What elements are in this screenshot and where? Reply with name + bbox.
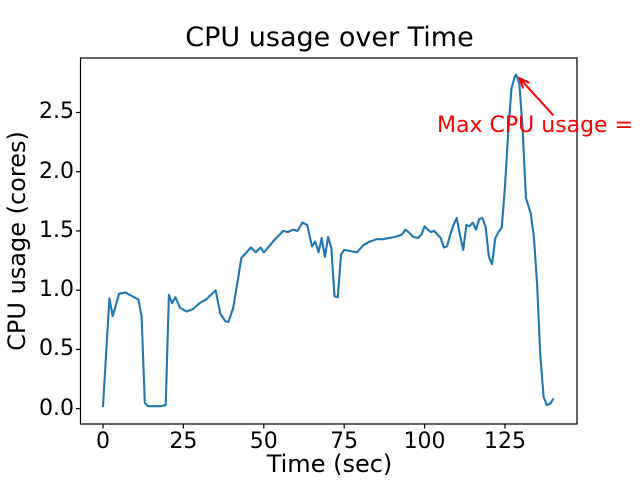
annotation-arrow-shaft [518,77,555,117]
annotation-arrow-head [517,76,530,89]
y-tick-label-3: 1.5 [39,217,74,243]
y-tick-label-2: 1.0 [39,277,74,303]
x-tick-label-2: 50 [249,429,278,454]
chart-title: CPU usage over Time [185,22,474,53]
x-axis-label: Time (sec) [266,450,393,478]
x-tick-label-4: 100 [403,429,446,454]
cpu-usage-line [101,73,555,408]
x-tick-label-5: 125 [483,429,526,454]
x-tick-label-0: 0 [96,429,110,454]
x-tick-label-3: 75 [330,429,359,454]
y-tick-label-1: 0.5 [39,336,74,362]
max-cpu-annotation-text: Max CPU usage = [437,113,634,138]
y-tick-label-4: 2.0 [39,158,74,184]
y-tick-label-0: 0.0 [39,395,74,421]
y-tick-label-5: 2.5 [39,99,74,125]
x-tick-label-1: 25 [169,429,198,454]
axes-frame [79,57,578,425]
